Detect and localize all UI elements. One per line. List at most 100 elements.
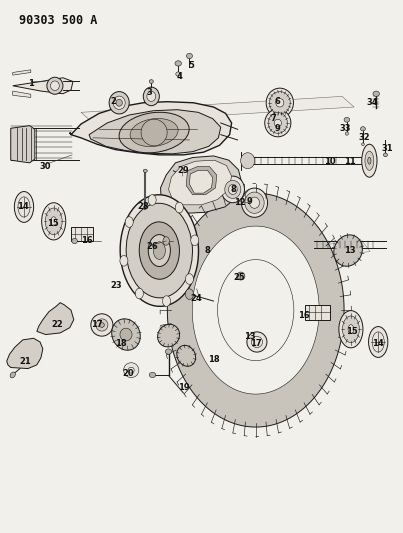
Text: 8: 8 — [205, 246, 210, 255]
Text: 3: 3 — [146, 87, 152, 96]
Ellipse shape — [339, 311, 363, 348]
Ellipse shape — [148, 235, 170, 266]
Polygon shape — [192, 226, 319, 394]
Ellipse shape — [112, 319, 140, 350]
Ellipse shape — [276, 99, 284, 107]
Ellipse shape — [149, 372, 156, 377]
Ellipse shape — [141, 119, 167, 146]
Text: 8: 8 — [231, 185, 237, 194]
Ellipse shape — [334, 235, 362, 266]
Ellipse shape — [165, 349, 172, 354]
Ellipse shape — [176, 72, 181, 76]
Polygon shape — [167, 193, 344, 427]
Circle shape — [185, 289, 193, 300]
Ellipse shape — [344, 117, 350, 122]
Polygon shape — [13, 70, 31, 75]
Ellipse shape — [175, 61, 181, 66]
Ellipse shape — [365, 151, 374, 170]
Text: 15: 15 — [47, 220, 59, 229]
Ellipse shape — [147, 91, 156, 101]
Polygon shape — [89, 110, 221, 154]
Text: 5: 5 — [189, 61, 194, 70]
Text: 18: 18 — [114, 339, 126, 348]
Ellipse shape — [100, 322, 104, 327]
Polygon shape — [13, 78, 73, 94]
Ellipse shape — [130, 118, 178, 147]
Ellipse shape — [266, 88, 293, 117]
Circle shape — [162, 296, 170, 306]
Ellipse shape — [241, 153, 255, 168]
Text: 14: 14 — [372, 339, 384, 348]
Ellipse shape — [274, 119, 281, 127]
Text: 21: 21 — [20, 357, 31, 366]
Polygon shape — [13, 91, 31, 98]
Ellipse shape — [143, 169, 147, 172]
Ellipse shape — [158, 324, 180, 347]
Text: 24: 24 — [191, 294, 203, 303]
Text: 14: 14 — [17, 203, 29, 212]
Text: 18: 18 — [208, 355, 219, 364]
Text: 4: 4 — [177, 71, 182, 80]
Text: 26: 26 — [147, 242, 158, 251]
Ellipse shape — [383, 153, 387, 157]
Polygon shape — [189, 170, 213, 193]
Ellipse shape — [237, 272, 245, 280]
Text: 32: 32 — [358, 133, 370, 142]
Circle shape — [148, 195, 156, 205]
Text: 30: 30 — [40, 162, 52, 171]
Text: 11: 11 — [344, 157, 356, 166]
Ellipse shape — [362, 144, 377, 177]
Ellipse shape — [229, 184, 237, 195]
Text: 12: 12 — [234, 198, 245, 207]
Text: 10: 10 — [324, 157, 336, 166]
Text: 25: 25 — [234, 273, 245, 281]
Ellipse shape — [361, 127, 366, 131]
Circle shape — [185, 274, 193, 285]
Ellipse shape — [42, 203, 66, 240]
Text: 23: 23 — [110, 280, 122, 289]
Text: 19: 19 — [178, 383, 189, 392]
Circle shape — [125, 217, 133, 228]
Ellipse shape — [51, 217, 56, 226]
Ellipse shape — [221, 176, 245, 203]
Text: 20: 20 — [123, 369, 134, 378]
Ellipse shape — [116, 99, 123, 106]
Polygon shape — [7, 338, 43, 368]
Polygon shape — [202, 241, 370, 266]
Ellipse shape — [268, 112, 287, 133]
Ellipse shape — [45, 208, 62, 235]
Circle shape — [163, 237, 169, 245]
Ellipse shape — [269, 92, 290, 114]
Text: 13: 13 — [244, 332, 256, 341]
Ellipse shape — [345, 132, 349, 135]
Ellipse shape — [225, 180, 241, 198]
Ellipse shape — [143, 87, 159, 106]
Ellipse shape — [109, 92, 129, 114]
Ellipse shape — [369, 327, 388, 358]
Ellipse shape — [373, 91, 379, 96]
Polygon shape — [11, 126, 35, 163]
Ellipse shape — [50, 81, 59, 91]
Ellipse shape — [149, 79, 153, 83]
Ellipse shape — [72, 238, 77, 244]
Text: 29: 29 — [178, 166, 189, 175]
Text: 17: 17 — [91, 320, 103, 329]
Text: 13: 13 — [344, 246, 356, 255]
Ellipse shape — [120, 328, 132, 341]
Text: 9: 9 — [247, 197, 253, 206]
Ellipse shape — [348, 325, 354, 334]
Ellipse shape — [10, 372, 15, 378]
Text: 34: 34 — [366, 98, 378, 107]
Text: 7: 7 — [271, 114, 277, 123]
Polygon shape — [37, 303, 74, 335]
Ellipse shape — [361, 143, 364, 146]
Text: 6: 6 — [275, 97, 281, 106]
Polygon shape — [168, 160, 232, 205]
Ellipse shape — [265, 109, 291, 137]
Ellipse shape — [241, 188, 268, 217]
Polygon shape — [186, 166, 217, 195]
Ellipse shape — [153, 242, 165, 260]
Circle shape — [120, 255, 128, 266]
Ellipse shape — [139, 222, 179, 279]
Ellipse shape — [249, 197, 260, 208]
